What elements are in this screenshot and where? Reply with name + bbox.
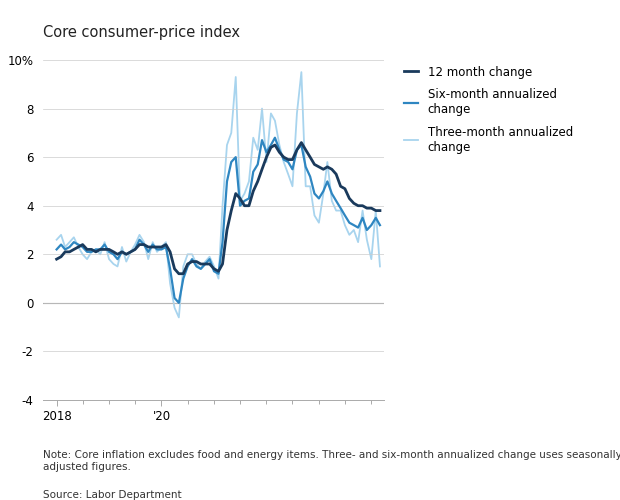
Text: Source: Labor Department: Source: Labor Department: [43, 490, 182, 500]
Text: Core consumer-price index: Core consumer-price index: [43, 25, 241, 40]
Text: Note: Core inflation excludes food and energy items. Three- and six-month annual: Note: Core inflation excludes food and e…: [43, 450, 620, 471]
Legend: 12 month change, Six-month annualized
change, Three-month annualized
change: 12 month change, Six-month annualized ch…: [404, 66, 573, 154]
